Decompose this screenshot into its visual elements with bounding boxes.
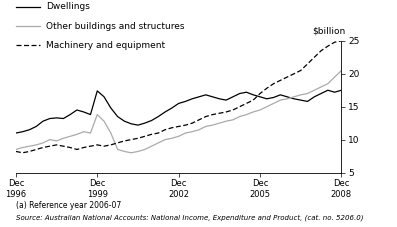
Text: $billion: $billion (312, 26, 345, 35)
Text: Other buildings and structures: Other buildings and structures (46, 22, 184, 31)
Text: Source: Australian National Accounts: National Income, Expenditure and Product, : Source: Australian National Accounts: Na… (16, 215, 363, 221)
Text: (a) Reference year 2006-07: (a) Reference year 2006-07 (16, 201, 121, 210)
Text: Dwellings: Dwellings (46, 2, 90, 11)
Text: Machinery and equipment: Machinery and equipment (46, 41, 165, 50)
